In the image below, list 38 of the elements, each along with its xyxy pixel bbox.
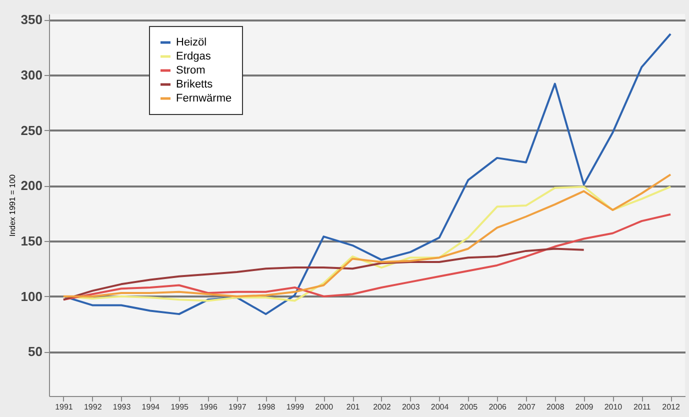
x-tick-label: 1995 xyxy=(170,402,190,412)
x-tick-label: 201 xyxy=(346,402,360,412)
legend-label: Erdgas xyxy=(176,50,212,62)
x-tick-label: 2002 xyxy=(373,402,392,412)
line-series xyxy=(62,248,585,301)
x-tick-label: 2003 xyxy=(402,402,420,412)
x-tick-label: 2000 xyxy=(315,402,334,412)
y-tick-label: 100 xyxy=(20,288,42,304)
x-tick-label: 2011 xyxy=(634,402,652,412)
x-tick-label: 1996 xyxy=(200,402,218,412)
x-tick-label: 1994 xyxy=(142,402,160,412)
legend-label: Heizöl xyxy=(176,36,207,48)
y-axis-title: Index 1991 = 100 xyxy=(8,174,17,237)
x-tick-label: 1999 xyxy=(286,402,305,412)
y-tick-label: 50 xyxy=(28,344,42,360)
legend-label: Fernwärme xyxy=(176,92,232,104)
x-tick-label: 2009 xyxy=(575,402,594,412)
x-tick-label: 2006 xyxy=(488,402,508,412)
x-tick-label: 2008 xyxy=(546,402,565,412)
x-tick-label: 2007 xyxy=(518,402,536,412)
legend-label: Strom xyxy=(176,64,206,76)
x-tick-label: 2012 xyxy=(662,402,680,412)
x-tick-label: 2010 xyxy=(604,402,623,412)
x-tick-label: 2005 xyxy=(460,402,478,412)
legend-label: Briketts xyxy=(176,78,214,90)
y-tick-label: 300 xyxy=(20,67,42,82)
y-tick-label: 200 xyxy=(20,178,42,194)
line-series xyxy=(62,32,672,316)
line-series xyxy=(62,213,672,301)
x-tick-label: 2004 xyxy=(430,402,450,412)
x-tick-label: 1997 xyxy=(228,402,247,412)
y-tick-label: 350 xyxy=(20,12,42,28)
x-tick-label: 1991 xyxy=(55,402,74,412)
x-tick-label: 1998 xyxy=(257,402,276,412)
y-tick-label: 150 xyxy=(20,233,42,248)
y-tick-label: 250 xyxy=(20,122,42,138)
x-tick-label: 1992 xyxy=(84,402,102,412)
x-tick-label: 1993 xyxy=(112,402,132,412)
